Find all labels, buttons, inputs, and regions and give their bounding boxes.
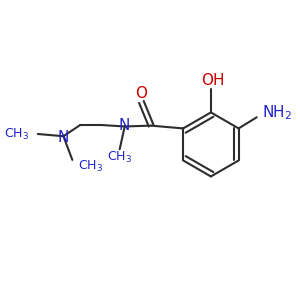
Text: O: O	[135, 86, 147, 101]
Text: OH: OH	[201, 73, 225, 88]
Text: CH$_3$: CH$_3$	[79, 159, 104, 174]
Text: CH$_3$: CH$_3$	[4, 126, 29, 142]
Text: N: N	[57, 130, 69, 145]
Text: CH$_3$: CH$_3$	[107, 150, 132, 165]
Text: NH$_2$: NH$_2$	[262, 104, 292, 122]
Text: N: N	[118, 118, 130, 133]
